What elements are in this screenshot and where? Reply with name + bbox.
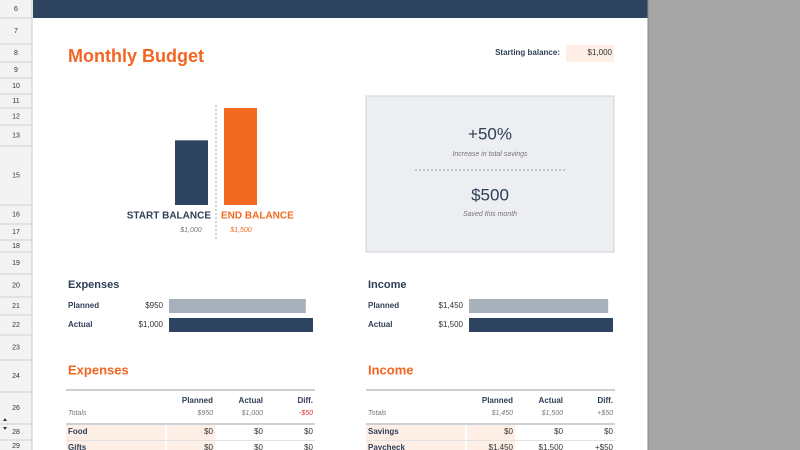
row-number: 8 — [14, 50, 18, 57]
balance-name: END BALANCE — [221, 211, 294, 222]
row-value: $1,450 — [489, 443, 514, 450]
planned-cell — [467, 441, 515, 450]
progress-bar — [169, 318, 313, 332]
row-name: Paycheck — [368, 443, 405, 450]
row-value: $0 — [604, 427, 613, 436]
planned-cell — [467, 425, 515, 440]
row-value: $0 — [304, 427, 313, 436]
column-header: Diff. — [597, 396, 613, 405]
column-header: Planned — [182, 396, 213, 405]
name-cell — [66, 441, 165, 450]
progress-row-value: $1,450 — [439, 301, 464, 310]
balance-bar — [175, 140, 208, 205]
top-band — [33, 0, 648, 18]
hidden-row-arrow — [3, 418, 7, 421]
progress-row-value: $950 — [145, 301, 163, 310]
balance-value: $1,000 — [179, 227, 202, 234]
row-number: 26 — [12, 405, 20, 412]
balance-value: $1,500 — [229, 227, 252, 234]
progress-bar — [169, 299, 306, 313]
progress-bar — [469, 299, 609, 313]
row-value: $0 — [254, 443, 263, 450]
row-number: 9 — [14, 67, 18, 74]
row-name: Savings — [368, 427, 399, 436]
row-number: 11 — [12, 98, 19, 105]
planned-cell — [167, 425, 215, 440]
row-value: $0 — [204, 443, 213, 450]
starting-balance[interactable]: $1,000 — [588, 48, 613, 57]
totals-value: $1,500 — [541, 410, 564, 417]
name-cell — [66, 425, 165, 440]
progress-row-value: $1,000 — [139, 320, 164, 329]
row-number: 21 — [12, 303, 20, 310]
starting-balance-cell[interactable] — [566, 45, 614, 62]
row-number: 18 — [12, 243, 20, 250]
planned-cell — [167, 441, 215, 450]
row-value: $0 — [304, 443, 313, 450]
hidden-row-arrow — [3, 427, 7, 430]
name-cell — [366, 441, 465, 450]
totals-value: +$50 — [597, 410, 613, 417]
row-number: 19 — [12, 260, 20, 267]
name-cell — [366, 425, 465, 440]
row-number: 15 — [12, 172, 20, 179]
summary-saved-caption: Saved this month — [463, 211, 517, 218]
row-value: $0 — [204, 427, 213, 436]
row-value: $0 — [554, 427, 563, 436]
row-number: 20 — [12, 282, 20, 289]
starting-balance-label: Starting balance: — [495, 48, 560, 57]
progress-row-name: Actual — [68, 320, 92, 329]
outside-area — [648, 0, 800, 450]
row-header — [0, 0, 32, 450]
column-header: Planned — [482, 396, 513, 405]
column-header: Actual — [539, 396, 563, 405]
row-number: 23 — [12, 344, 20, 351]
row-value: +$50 — [595, 443, 614, 450]
summary-box — [365, 95, 615, 253]
progress-row-value: $1,500 — [439, 320, 464, 329]
row-number: 24 — [12, 373, 20, 380]
summary-saved: $500 — [471, 185, 509, 204]
balance-name: START BALANCE — [127, 211, 212, 222]
totals-value: -$50 — [299, 410, 313, 417]
table-title: Expenses — [68, 362, 129, 377]
progress-row-name: Planned — [68, 301, 99, 310]
row-value: $0 — [504, 427, 513, 436]
totals-value: $1,450 — [491, 410, 514, 417]
totals-name: Totals — [68, 410, 87, 417]
progress-row-name: Planned — [368, 301, 399, 310]
row-name: Gifts — [68, 443, 87, 450]
summary-percent-caption: Increase in total savings — [452, 151, 528, 158]
row-number: 13 — [12, 132, 20, 139]
row-number: 12 — [12, 113, 20, 120]
row-number: 7 — [14, 28, 18, 35]
progress-bar — [469, 318, 613, 332]
table-title: Income — [368, 362, 414, 377]
row-number: 6 — [14, 6, 18, 13]
row-value: $1,500 — [539, 443, 564, 450]
progress-title: Expenses — [68, 279, 119, 291]
row-number: 16 — [12, 211, 20, 218]
row-number: 17 — [12, 229, 20, 236]
progress-title: Income — [368, 279, 407, 291]
totals-value: $1,000 — [241, 410, 264, 417]
column-header: Diff. — [297, 396, 313, 405]
row-number: 29 — [12, 443, 20, 450]
row-number: 28 — [12, 429, 20, 436]
balance-bar — [224, 108, 257, 205]
column-header: Actual — [239, 396, 263, 405]
row-number: 10 — [12, 83, 20, 90]
totals-name: Totals — [368, 410, 387, 417]
totals-value: $950 — [196, 410, 213, 417]
title: Monthly Budget — [68, 46, 204, 66]
progress-row-name: Actual — [368, 320, 392, 329]
row-number: 22 — [12, 322, 20, 329]
row-name: Food — [68, 427, 88, 436]
row-value: $0 — [254, 427, 263, 436]
summary-percent: +50% — [468, 124, 512, 143]
